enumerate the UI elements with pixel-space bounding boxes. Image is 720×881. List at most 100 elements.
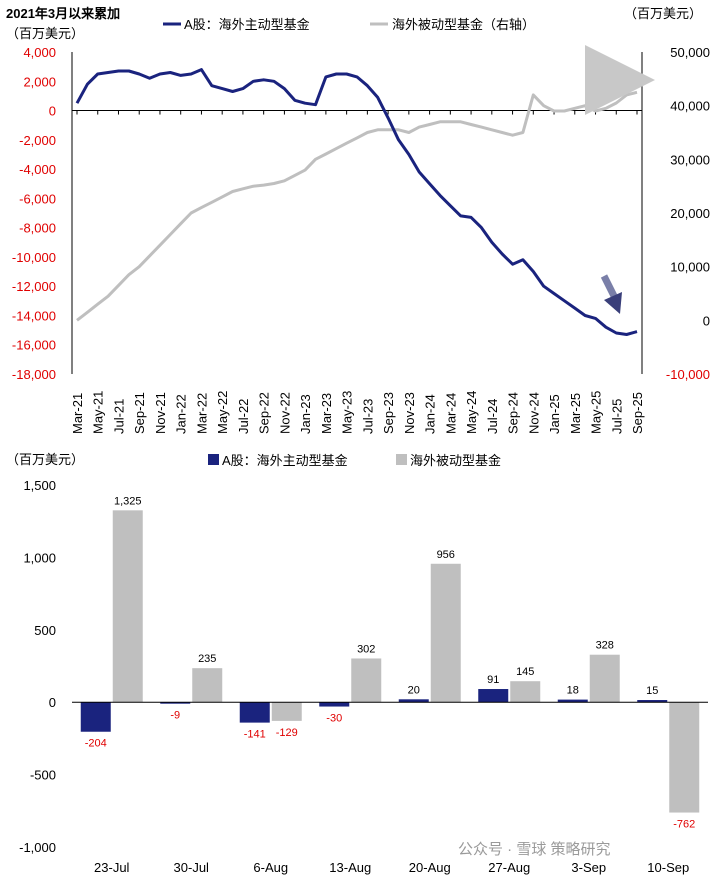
chart1-left-tick-label: -8,000: [19, 221, 56, 236]
chart1-x-tick-label: Jan-25: [547, 394, 562, 434]
chart1-x-tick-label: Mar-23: [319, 393, 334, 434]
bar-passive: [430, 563, 461, 703]
bar-passive: [112, 510, 143, 703]
chart2-y-tick-label: 0: [49, 695, 56, 710]
chart1-left-axis: -18,000 -16,000 -14,000 -12,000 -10,000 -8,00…: [12, 45, 56, 382]
chart1-x-tick-label: Jul-25: [609, 399, 624, 434]
chart1-right-tick-label: 0: [703, 313, 710, 328]
chart2-x-tick-label: 23-Jul: [94, 860, 130, 875]
chart2-axis-unit: （百万美元）: [6, 452, 84, 467]
bar-data-label: -129: [276, 727, 298, 739]
chart2-x-tick-label: 6-Aug: [253, 860, 288, 875]
chart2-legend-swatch-passive: [396, 454, 407, 465]
chart1-x-tick-label: Sep-21: [132, 392, 147, 434]
chart2-legend-swatch-active: [208, 454, 219, 465]
chart2-x-tick-label: 13-Aug: [329, 860, 371, 875]
chart2-legend-passive: 海外被动型基金: [410, 453, 501, 468]
bar-active: [160, 702, 191, 704]
bar-data-label: 20: [408, 684, 420, 696]
bar-data-label: 91: [487, 674, 499, 686]
chart1-x-tick-label: Mar-21: [70, 393, 85, 434]
chart2-x-tick-label: 27-Aug: [488, 860, 530, 875]
chart1-series-active-line: [75, 68, 638, 336]
chart1-x-tick-label: Mar-24: [443, 393, 458, 434]
chart1-x-tick-label: Jul-22: [236, 399, 251, 434]
chart1-x-tick-label: Sep-23: [381, 392, 396, 434]
chart1-x-tick-label: Sep-25: [630, 392, 645, 434]
cumulative-flow-line-chart: 2021年3月以来累加 （百万美元） （百万美元） A股：海外主动型基金 海外被…: [6, 6, 710, 434]
chart1-x-tick-label: Jul-21: [111, 399, 126, 434]
bar-data-label: 15: [646, 685, 658, 697]
bar-data-label: 302: [357, 643, 375, 655]
chart1-series-passive-line: [76, 90, 638, 322]
chart1-right-tick-label: -10,000: [666, 367, 710, 382]
chart1-x-tick-label: Sep-24: [506, 392, 521, 434]
chart1-x-tick-label: Nov-24: [526, 392, 541, 434]
chart1-left-tick-label: -12,000: [12, 279, 56, 294]
chart1-x-tick-label: Nov-21: [153, 392, 168, 434]
chart2-y-tick-label: -500: [30, 768, 56, 783]
bar-passive: [271, 702, 302, 721]
bar-data-label: -9: [170, 710, 180, 722]
chart1-x-tick-label: Jul-24: [485, 399, 500, 434]
chart1-title: 2021年3月以来累加: [6, 6, 120, 21]
chart2-y-tick-label: -1,000: [19, 840, 56, 855]
chart1-legend: A股：海外主动型基金 海外被动型基金（右轴）: [163, 17, 535, 32]
chart1-right-tick-label: 10,000: [670, 260, 710, 275]
chart1-x-tick-label: Nov-22: [277, 392, 292, 434]
bar-active: [478, 689, 509, 703]
chart2-x-tick-label: 30-Jul: [174, 860, 210, 875]
bar-active: [398, 699, 429, 703]
chart1-x-tick-label: Mar-25: [568, 393, 583, 434]
bar-passive: [192, 668, 223, 703]
chart1-left-tick-label: -4,000: [19, 162, 56, 177]
chart1-left-tick-label: -6,000: [19, 191, 56, 206]
chart2-y-tick-label: 1,500: [23, 478, 56, 493]
chart1-right-tick-label: 50,000: [670, 45, 710, 60]
chart1-left-tick-label: 4,000: [23, 45, 56, 60]
bar-active: [637, 700, 668, 703]
chart2-legend-active: A股：海外主动型基金: [222, 453, 348, 468]
chart1-left-tick-label: 0: [49, 104, 56, 119]
bar-active: [557, 699, 588, 703]
weekly-flow-bar-chart: （百万美元） A股：海外主动型基金 海外被动型基金 -1,000 -500 0 500…: [6, 452, 708, 875]
bar-data-label: 956: [437, 549, 455, 561]
chart1-left-tick-label: -16,000: [12, 338, 56, 353]
chart1-right-axis-unit: （百万美元）: [624, 6, 702, 21]
bar-active: [239, 702, 270, 723]
bar-data-label: -204: [85, 738, 107, 750]
chart1-x-tick-label: Jan-22: [174, 394, 189, 434]
chart1-x-tick-label: May-23: [340, 391, 355, 434]
chart1-left-tick-label: -10,000: [12, 250, 56, 265]
chart1-x-tick-label: Jan-24: [423, 394, 438, 434]
chart1-x-tick-label: Jul-23: [360, 399, 375, 434]
chart2-x-tick-label: 10-Sep: [647, 860, 689, 875]
chart1-right-tick-label: 30,000: [670, 152, 710, 167]
chart2-y-axis: -1,000 -500 0 500 1,000 1,500: [19, 478, 56, 855]
chart1-right-axis: -10,000 0 10,000 20,000 30,000 40,000 50,000: [666, 45, 710, 382]
bar-data-label: 1,325: [114, 495, 142, 507]
chart1-x-tick-label: May-24: [464, 391, 479, 434]
chart1-right-tick-label: 40,000: [670, 99, 710, 114]
chart2-bars: -204 1,325 -9 235 -141 -129 -30 302 20 956 91 145 18…: [80, 495, 700, 831]
chart1-left-tick-label: -2,000: [19, 133, 56, 148]
trend-down-arrow-icon: [600, 274, 622, 314]
bar-data-label: 145: [516, 666, 534, 678]
chart1-left-tick-label: -18,000: [12, 367, 56, 382]
chart1-x-tick-label: Mar-22: [194, 393, 209, 434]
bar-data-label: -762: [673, 819, 695, 831]
chart1-x-tick-label: Jan-23: [298, 394, 313, 434]
chart1-left-tick-label: -14,000: [12, 308, 56, 323]
chart1-right-tick-label: 20,000: [670, 206, 710, 221]
chart2-y-tick-label: 500: [34, 623, 56, 638]
chart2-y-tick-label: 1,000: [23, 550, 56, 565]
bar-passive: [351, 658, 382, 703]
chart1-x-tick-label: Sep-22: [257, 392, 272, 434]
bar-passive: [510, 681, 541, 703]
bar-data-label: 18: [567, 685, 579, 697]
bar-passive: [589, 654, 620, 703]
chart2-legend: A股：海外主动型基金 海外被动型基金: [208, 453, 501, 468]
chart1-legend-passive: 海外被动型基金（右轴）: [392, 17, 535, 32]
bar-active: [319, 702, 350, 707]
chart1-x-axis: Mar-21 May-21 Jul-21 Sep-21 Nov-21 Jan-22 Mar-…: [70, 110, 645, 434]
